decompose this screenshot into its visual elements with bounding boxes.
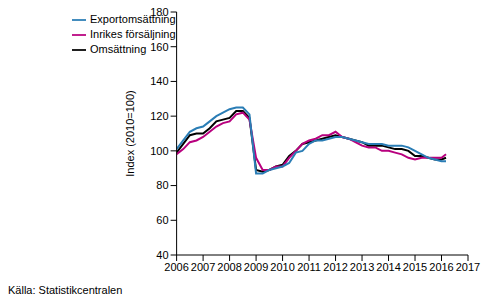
svg-text:2017: 2017	[456, 261, 480, 273]
svg-text:2011: 2011	[297, 261, 321, 273]
svg-text:2010: 2010	[270, 261, 294, 273]
svg-text:180: 180	[150, 6, 168, 18]
svg-text:2012: 2012	[323, 261, 347, 273]
svg-text:2009: 2009	[244, 261, 268, 273]
svg-text:2008: 2008	[217, 261, 241, 273]
svg-text:60: 60	[156, 214, 168, 226]
svg-text:40: 40	[156, 249, 168, 261]
svg-text:140: 140	[150, 75, 168, 87]
svg-text:2007: 2007	[191, 261, 215, 273]
svg-text:100: 100	[150, 145, 168, 157]
svg-text:2013: 2013	[350, 261, 374, 273]
svg-text:120: 120	[150, 110, 168, 122]
svg-text:80: 80	[156, 179, 168, 191]
svg-text:2006: 2006	[164, 261, 188, 273]
svg-text:2016: 2016	[429, 261, 453, 273]
svg-text:Index (2010=100): Index (2010=100)	[124, 90, 136, 177]
svg-text:2014: 2014	[376, 261, 400, 273]
svg-text:160: 160	[150, 41, 168, 53]
svg-text:2015: 2015	[403, 261, 427, 273]
